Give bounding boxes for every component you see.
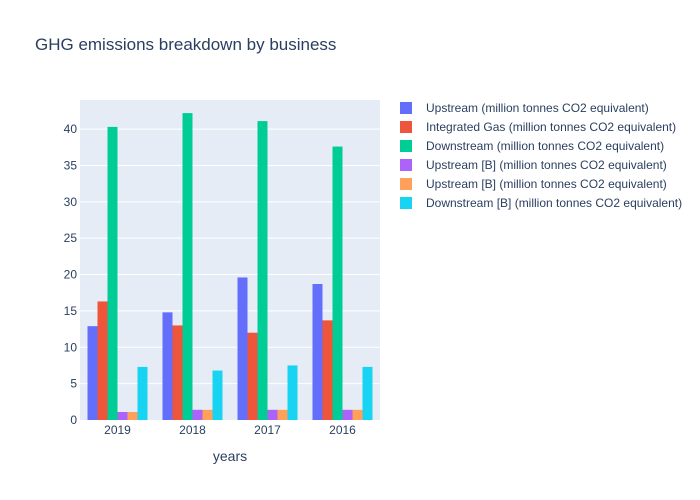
x-axis-title: years xyxy=(213,448,247,464)
y-axis: 0 5 10 15 20 25 30 35 40 xyxy=(64,122,78,427)
bar[interactable] xyxy=(202,409,213,420)
bar[interactable] xyxy=(192,409,203,420)
bar[interactable] xyxy=(277,409,288,420)
bar[interactable] xyxy=(352,409,363,420)
y-tick-label: 20 xyxy=(64,268,78,282)
bar[interactable] xyxy=(342,409,353,420)
bars xyxy=(87,113,373,420)
y-tick-label: 40 xyxy=(64,122,78,136)
bar[interactable] xyxy=(267,409,278,420)
bar[interactable] xyxy=(182,113,193,420)
x-tick-label: 2019 xyxy=(104,423,131,437)
bar[interactable] xyxy=(257,121,268,420)
legend-label[interactable]: Downstream [B] (million tonnes CO2 equiv… xyxy=(426,196,682,210)
x-tick-label: 2016 xyxy=(329,423,356,437)
bar[interactable] xyxy=(322,320,333,420)
bar[interactable] xyxy=(332,146,343,420)
y-tick-label: 10 xyxy=(64,340,78,354)
legend-swatch[interactable] xyxy=(400,159,412,171)
y-tick-label: 15 xyxy=(64,304,78,318)
bar[interactable] xyxy=(247,332,258,420)
y-tick-label: 25 xyxy=(64,231,78,245)
bar[interactable] xyxy=(117,412,128,420)
bar[interactable] xyxy=(362,366,373,420)
bar[interactable] xyxy=(97,301,108,420)
legend-swatch[interactable] xyxy=(400,197,412,209)
legend: Upstream (million tonnes CO2 equivalent)… xyxy=(400,101,682,210)
x-tick-label: 2018 xyxy=(179,423,206,437)
legend-swatch[interactable] xyxy=(400,121,412,133)
bar[interactable] xyxy=(312,284,323,420)
legend-label[interactable]: Upstream [B] (million tonnes CO2 equival… xyxy=(426,177,667,191)
x-axis: 2019 2018 2017 2016 xyxy=(104,423,356,437)
grid-lines xyxy=(80,128,380,385)
legend-label[interactable]: Downstream (million tonnes CO2 equivalen… xyxy=(426,139,664,153)
legend-label[interactable]: Integrated Gas (million tonnes CO2 equiv… xyxy=(426,120,676,134)
legend-swatch[interactable] xyxy=(400,102,412,114)
legend-swatch[interactable] xyxy=(400,140,412,152)
y-tick-label: 5 xyxy=(70,377,77,391)
bar[interactable] xyxy=(107,126,118,420)
bar[interactable] xyxy=(172,325,183,420)
y-tick-label: 30 xyxy=(64,195,78,209)
legend-swatch[interactable] xyxy=(400,178,412,190)
chart-title: GHG emissions breakdown by business xyxy=(35,35,336,54)
legend-label[interactable]: Upstream (million tonnes CO2 equivalent) xyxy=(426,101,649,115)
y-tick-label: 35 xyxy=(64,158,78,172)
y-tick-label: 0 xyxy=(70,413,77,427)
bar[interactable] xyxy=(287,365,298,420)
bar[interactable] xyxy=(127,412,138,420)
legend-label[interactable]: Upstream [B] (million tonnes CO2 equival… xyxy=(426,158,667,172)
bar[interactable] xyxy=(137,366,148,420)
bar[interactable] xyxy=(87,326,98,420)
bar[interactable] xyxy=(237,277,248,420)
x-tick-label: 2017 xyxy=(254,423,281,437)
bar[interactable] xyxy=(212,370,223,420)
bar[interactable] xyxy=(162,312,173,420)
